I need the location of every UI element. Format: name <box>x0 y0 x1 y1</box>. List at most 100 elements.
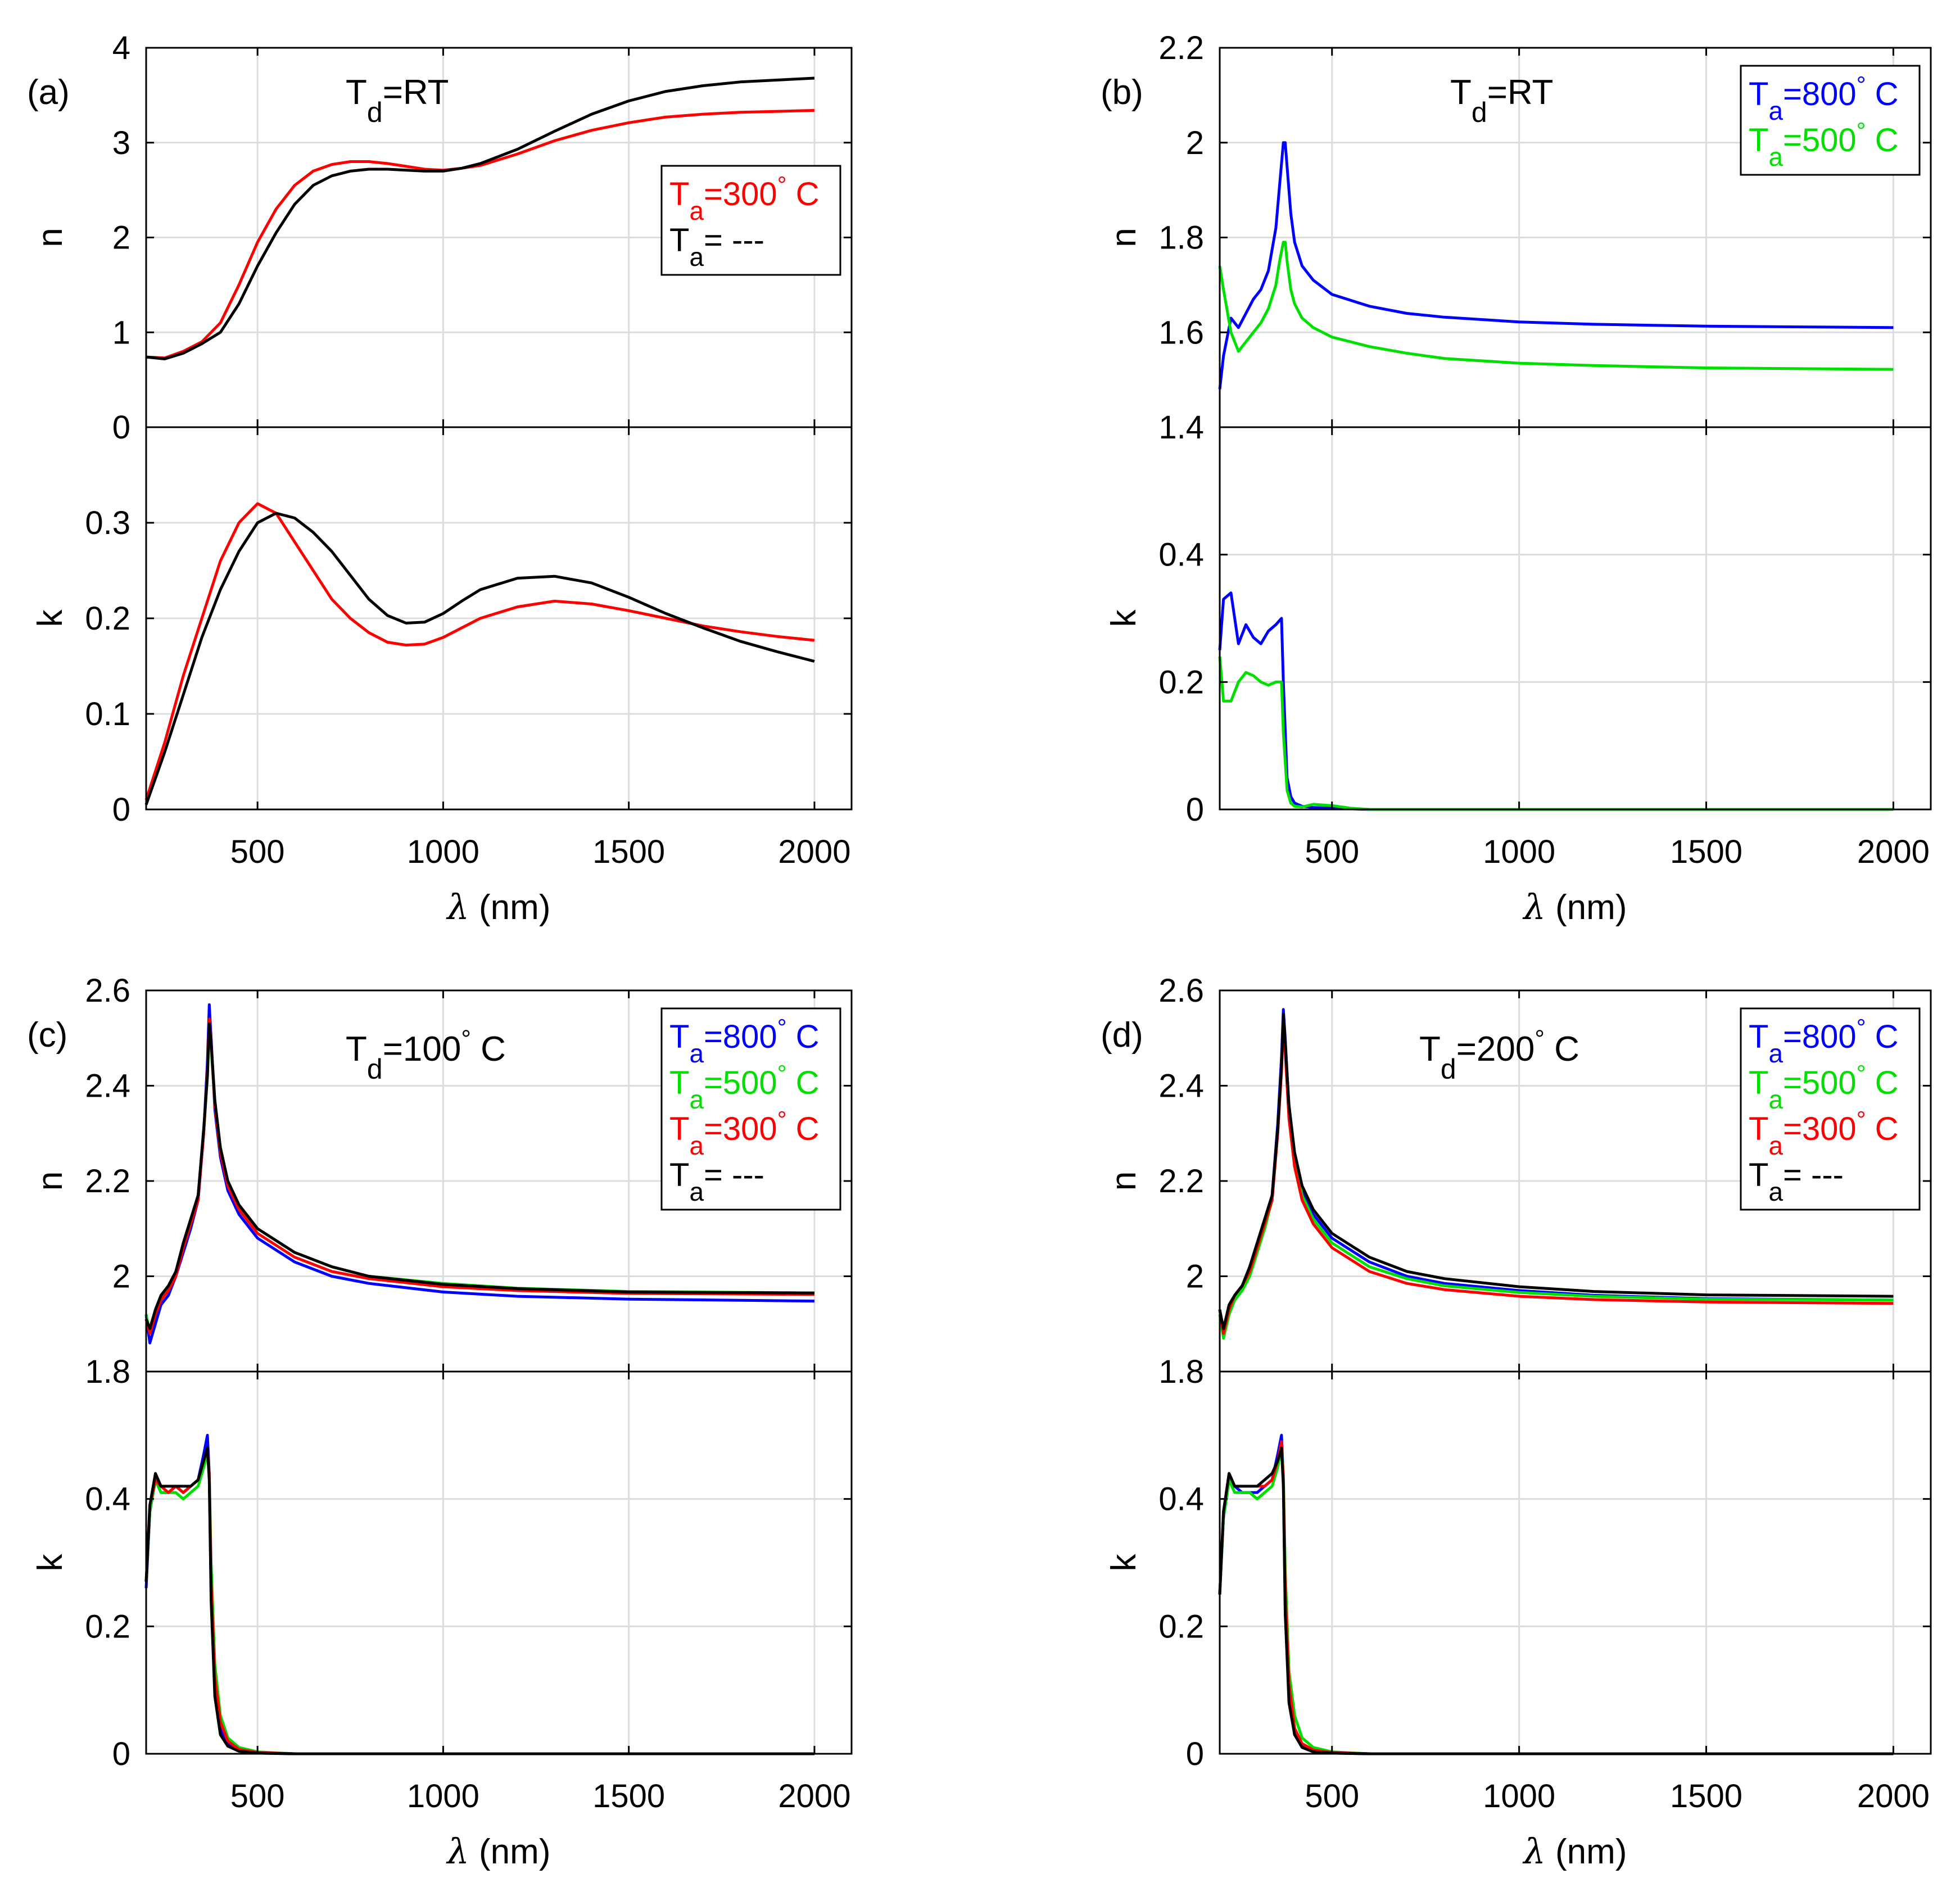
series-line-1 <box>1218 1446 1894 1755</box>
legend-degree: ° <box>777 1014 787 1040</box>
y-tick-label: 2.2 <box>1158 1163 1204 1200</box>
y-tick-label: 2.4 <box>1158 1068 1204 1105</box>
legend: Ta=800° CTa=500° C <box>1740 65 1921 176</box>
y-tick-label: 0.3 <box>85 505 130 541</box>
condition-rest: =100 <box>383 1030 461 1069</box>
y-tick-label: 0 <box>112 409 130 446</box>
y-tick-label: 1.8 <box>85 1354 130 1390</box>
y-axis-label: n <box>1105 228 1143 247</box>
legend-entry-1: Ta=500° C <box>1749 1060 1898 1114</box>
condition-degree: ° <box>461 1025 471 1053</box>
x-axis-label: λ (nm) <box>1522 1831 1627 1872</box>
y-axis-label: n <box>1105 1171 1143 1191</box>
panel-c: 1.8 2 2.2 2.4 2.6 n 0 0.2 0.4 k 500 1000 1500 2000 λ (… <box>27 972 853 1872</box>
legend-entry-2: Ta=300° C <box>1749 1106 1898 1160</box>
legend-entry-1: Ta=500° C <box>1749 117 1898 171</box>
condition-sub: d <box>1472 97 1487 128</box>
series-line-0 <box>144 502 815 800</box>
panel-label: (b) <box>1101 73 1143 112</box>
y-axis-label: n <box>31 1171 70 1191</box>
legend-degree: ° <box>777 1106 787 1133</box>
condition-unit: C <box>1545 1030 1579 1069</box>
series-line-3 <box>144 1446 814 1755</box>
legend-main: T <box>1749 1065 1768 1101</box>
condition-rest: =RT <box>383 73 449 112</box>
legend-unit: C <box>1866 1065 1898 1101</box>
x-axis-unit: (nm) <box>469 1832 551 1871</box>
x-axis-label: λ (nm) <box>446 1831 551 1872</box>
legend: Ta=300° CTa= --- <box>660 165 841 276</box>
y-tick-label: 0.2 <box>85 600 130 637</box>
series-line-2 <box>1218 1440 1894 1755</box>
series-line-3 <box>144 1022 814 1331</box>
series-line-0 <box>1218 1433 1894 1755</box>
legend: Ta=800° CTa=500° CTa=300° CTa= --- <box>1740 1007 1921 1211</box>
legend-unit: C <box>786 1019 819 1055</box>
legend-degree: ° <box>777 171 787 198</box>
legend-unit: C <box>786 1065 819 1101</box>
legend-sub: a <box>689 1177 704 1206</box>
legend-sub: a <box>689 1085 704 1114</box>
legend-main: T <box>669 1065 689 1101</box>
y-tick-label: 0 <box>112 1736 130 1772</box>
legend-sub: a <box>1768 1085 1783 1114</box>
series-line-1 <box>144 1452 814 1755</box>
y-tick-label: 4 <box>112 30 130 66</box>
k-subplot: 0 0.2 0.4 k <box>31 1370 853 1772</box>
y-tick-label: 0.1 <box>85 696 130 732</box>
legend-degree: ° <box>1857 1060 1866 1087</box>
condition-unit: C <box>471 1030 506 1069</box>
legend-rest: =500 <box>1783 122 1857 159</box>
y-tick-label: 3 <box>112 125 130 161</box>
legend-main: T <box>1749 122 1768 159</box>
condition-label: Td=RT <box>1450 73 1553 128</box>
y-tick-label: 0.4 <box>1158 537 1204 573</box>
panel-b: 1.4 1.6 1.8 2 2.2 n 0 0.2 0.4 k 500 1000 1500 2000 λ (… <box>1101 30 1932 927</box>
x-tick-label: 500 <box>230 834 285 870</box>
legend-degree: ° <box>777 1060 787 1087</box>
legend-main: T <box>669 1111 689 1147</box>
legend-main: T <box>669 222 689 259</box>
legend-entry-0: Ta=800° C <box>669 1014 819 1068</box>
y-tick-label: 1.8 <box>1158 1354 1204 1390</box>
x-tick-label: 1000 <box>1483 834 1555 870</box>
y-tick-label: 0.2 <box>1158 1608 1204 1645</box>
series-line-0 <box>146 108 814 360</box>
x-tick-label: 1500 <box>1670 1778 1742 1814</box>
legend-rest: =300 <box>1783 1111 1857 1147</box>
x-tick-label: 1000 <box>1483 1778 1555 1814</box>
panel-a: 0 1 2 3 4 n 0 0.1 0.2 0.3 k 500 1000 1500 2000 λ (nm) (a… <box>27 30 853 927</box>
legend-main: T <box>1749 1111 1768 1147</box>
x-tick-label: 2000 <box>1857 834 1930 870</box>
y-tick-label: 0.2 <box>1158 664 1204 700</box>
x-axis-unit: (nm) <box>1546 888 1627 927</box>
condition-sub: d <box>1441 1053 1456 1085</box>
x-tick-label: 1000 <box>407 834 479 870</box>
y-tick-label: 2.6 <box>85 972 130 1009</box>
y-tick-label: 0 <box>1186 791 1204 828</box>
series-line-2 <box>144 1446 814 1755</box>
condition-rest: =200 <box>1456 1030 1535 1069</box>
legend-sub: a <box>1768 142 1783 171</box>
y-axis-label: k <box>1105 609 1143 627</box>
n-subplot: 1.4 1.6 1.8 2 2.2 n <box>1105 30 1932 446</box>
x-axis-label: λ (nm) <box>446 886 551 927</box>
y-tick-label: 0 <box>1186 1736 1204 1772</box>
axes-frame <box>1219 426 1932 811</box>
legend-main: T <box>669 176 689 212</box>
x-axis-symbol: λ <box>1522 886 1546 927</box>
axes-frame <box>1219 1370 1932 1755</box>
legend-sub: a <box>1768 1177 1783 1206</box>
x-tick-label: 2000 <box>1857 1778 1930 1814</box>
legend-sub: a <box>1768 1039 1783 1068</box>
panel-label: (a) <box>27 73 70 112</box>
x-tick-label: 1500 <box>592 1778 665 1814</box>
series-line-1 <box>144 512 815 806</box>
legend-rest: =500 <box>704 1065 777 1101</box>
x-tick-label: 2000 <box>778 834 850 870</box>
legend-main: T <box>669 1157 689 1193</box>
legend-unit: C <box>786 1111 819 1147</box>
condition-main: T <box>1450 73 1472 112</box>
y-tick-label: 2 <box>112 220 130 256</box>
y-tick-label: 2.6 <box>1158 972 1204 1009</box>
